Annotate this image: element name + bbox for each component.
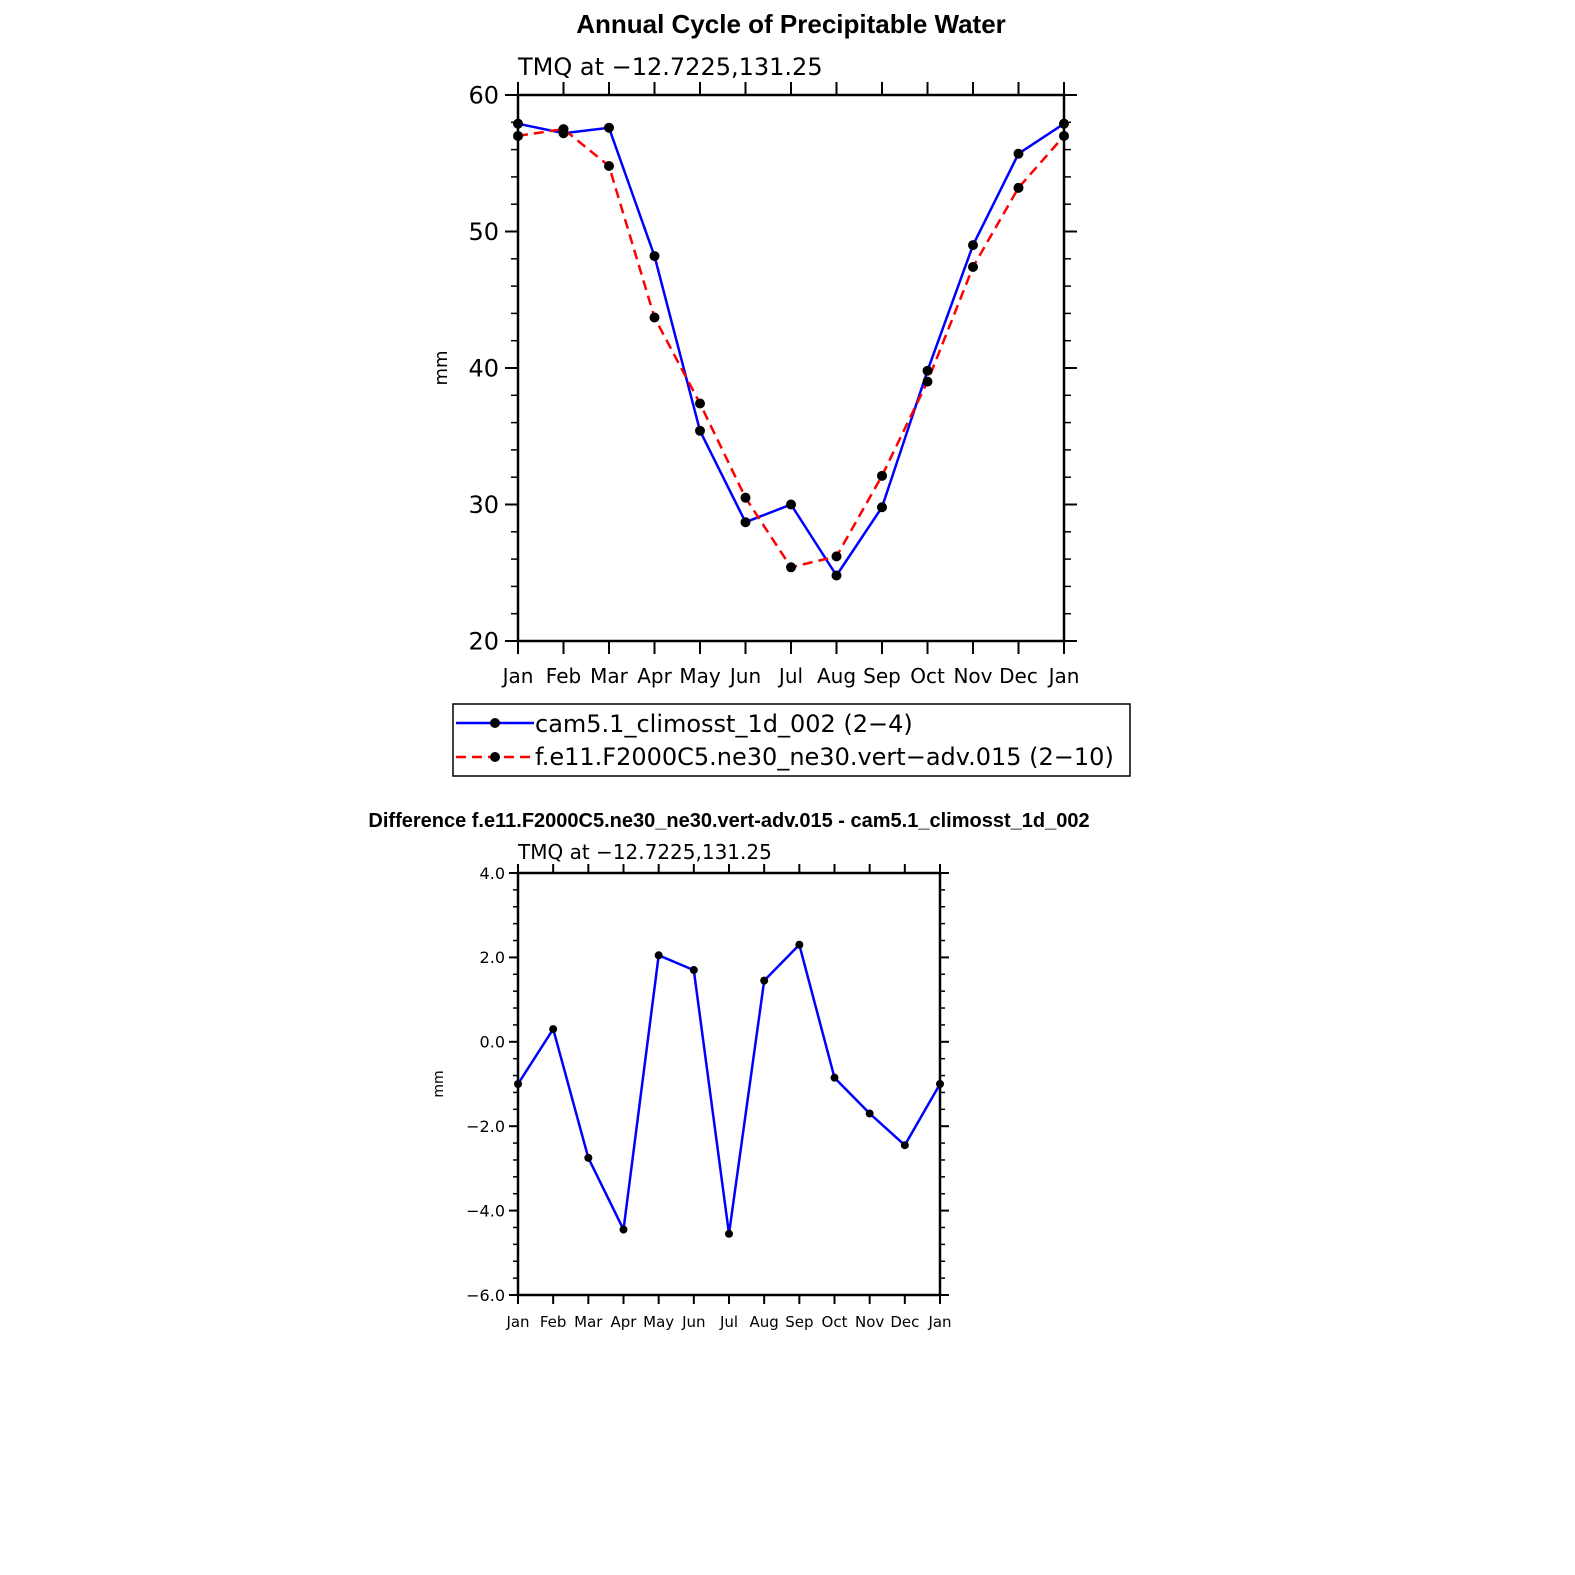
x-tick-label: Jan	[927, 1313, 951, 1331]
data-point-series-1	[830, 1073, 839, 1082]
x-tick-label: Mar	[574, 1313, 603, 1331]
y-tick-label: 40	[468, 355, 499, 383]
y-axis-label: mm	[431, 1070, 447, 1097]
y-tick-labels: −6.0 −4.0 −2.0 0.0 2.0 4.0	[466, 864, 505, 1305]
x-tick-label: Jan	[1047, 664, 1080, 688]
data-point-series-2	[922, 376, 933, 387]
y-tick-label: 50	[468, 218, 499, 246]
data-point-series-1	[654, 951, 663, 960]
x-tick-label: Aug	[750, 1313, 779, 1331]
x-tick-label: Jan	[505, 1313, 529, 1331]
y-tick-label: −2.0	[466, 1117, 505, 1136]
x-tick-label: Mar	[590, 664, 629, 688]
data-point-series-2	[786, 562, 796, 573]
data-point-series-1	[513, 118, 523, 129]
x-tick-labels: Jan Feb Mar Apr May Jun Jul Aug Sep Oct Nov Dec Jan	[505, 1313, 951, 1331]
x-tick-label: Jun	[681, 1313, 705, 1331]
data-point-series-1	[877, 502, 887, 513]
y-tick-label: 2.0	[480, 948, 505, 967]
x-tick-label: Jan	[501, 664, 534, 688]
chart-title: Annual Cycle of Precipitable Water	[576, 9, 1006, 39]
x-tick-label: May	[679, 664, 721, 688]
y-tick-label: 20	[468, 628, 499, 656]
x-tick-label: Sep	[785, 1313, 813, 1331]
data-point-series-2	[1059, 130, 1069, 141]
precipitable-water-chart: Annual Cycle of Precipitable Water TMQ a…	[431, 9, 1131, 777]
chart-title: Difference f.e11.F2000C5.ne30_ne30.vert-…	[368, 810, 1089, 832]
data-point-series-1	[831, 570, 842, 581]
data-point-series-2	[649, 312, 660, 323]
y-tick-label: 60	[468, 82, 499, 110]
legend: cam5.1_climosst_1d_002 (2−4) f.e11.F2000…	[452, 703, 1131, 777]
chart-subtitle: TMQ at −12.7225,131.25	[517, 840, 772, 864]
x-tick-label: Dec	[999, 664, 1038, 688]
x-tick-label: Jul	[719, 1313, 738, 1331]
series-line-1	[516, 943, 942, 1236]
x-tick-label: Dec	[890, 1313, 919, 1331]
data-point-series-2	[968, 261, 978, 272]
y-axis-label: mm	[431, 350, 452, 385]
data-point-series-1	[514, 1080, 522, 1088]
data-point-series-2	[604, 160, 614, 171]
difference-chart: Difference f.e11.F2000C5.ne30_ne30.vert-…	[368, 810, 1089, 1331]
data-point-series-1	[695, 425, 705, 436]
x-tick-label: Apr	[637, 664, 672, 688]
data-point-series-1	[619, 1225, 628, 1234]
data-point-series-1	[795, 940, 804, 949]
y-tick-label: −4.0	[466, 1201, 505, 1220]
x-tick-label: Jul	[777, 664, 803, 688]
data-point-series-2	[558, 124, 569, 135]
x-tick-label: Jun	[728, 664, 761, 688]
data-point-series-1	[549, 1025, 558, 1034]
data-point-series-1	[740, 517, 751, 528]
legend-marker-series-1	[490, 718, 500, 728]
data-point-series-1	[865, 1109, 874, 1118]
series-group	[514, 940, 944, 1238]
x-tick-labels: Jan Feb Mar Apr May Jun Jul Aug Sep Oct Nov Dec Jan	[501, 664, 1080, 688]
x-tick-label: Feb	[540, 1313, 567, 1331]
data-point-series-1	[1013, 148, 1024, 159]
y-tick-label: −6.0	[466, 1286, 505, 1305]
x-tick-label: Nov	[953, 664, 992, 688]
x-tick-label: Sep	[863, 664, 901, 688]
data-point-series-1	[725, 1229, 733, 1238]
data-point-series-1	[584, 1153, 593, 1162]
x-tick-label: May	[643, 1313, 674, 1331]
chart-subtitle: TMQ at −12.7225,131.25	[517, 53, 823, 81]
legend-label-series-1: cam5.1_climosst_1d_002 (2−4)	[535, 710, 913, 738]
x-tick-label: Apr	[611, 1313, 638, 1331]
data-point-series-1	[786, 499, 796, 510]
data-point-series-1	[649, 251, 660, 262]
y-tick-labels: 20 30 40 50 60	[468, 82, 499, 656]
legend-frame	[452, 703, 1131, 777]
plot-frame	[516, 93, 1066, 643]
x-tick-label: Nov	[855, 1313, 884, 1331]
x-tick-label: Oct	[910, 664, 945, 688]
x-tick-label: Aug	[817, 664, 856, 688]
data-point-series-2	[695, 398, 705, 409]
data-point-series-1	[689, 966, 698, 975]
data-point-series-1	[922, 365, 933, 376]
data-point-series-2	[513, 130, 523, 141]
axis-ticks	[509, 864, 949, 1304]
y-tick-label: 4.0	[480, 864, 505, 883]
x-tick-label: Oct	[822, 1313, 848, 1331]
x-tick-label: Feb	[546, 664, 581, 688]
y-tick-label: 0.0	[480, 1033, 505, 1052]
data-point-series-1	[900, 1141, 909, 1150]
data-point-series-2	[740, 492, 751, 503]
data-point-series-1	[604, 122, 614, 133]
legend-label-series-2: f.e11.F2000C5.ne30_ne30.vert−adv.015 (2−…	[535, 743, 1114, 771]
data-point-series-1	[760, 976, 769, 985]
series-group	[513, 118, 1069, 581]
data-point-series-1	[1059, 118, 1069, 129]
legend-marker-series-2	[490, 752, 500, 762]
data-point-series-2	[877, 470, 887, 481]
data-point-series-1	[936, 1080, 944, 1088]
data-point-series-2	[1013, 182, 1024, 193]
y-tick-label: 30	[468, 491, 499, 519]
data-point-series-1	[968, 240, 978, 251]
data-point-series-2	[831, 551, 842, 562]
